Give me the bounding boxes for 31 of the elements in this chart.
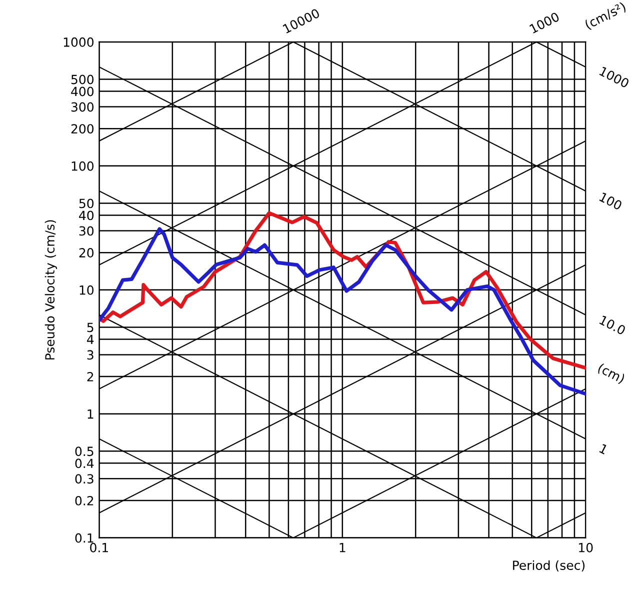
y-tick-label: 1 <box>88 409 94 419</box>
y-tick-label: 100 <box>72 161 94 171</box>
x-tick-label: 10 <box>579 542 593 552</box>
x-tick-label: 1 <box>340 543 346 552</box>
y-tick-label: 4 <box>86 334 94 344</box>
y-tick-label: 0.2 <box>75 496 94 506</box>
y-tick-label: 300 <box>71 102 94 112</box>
y-tick-label: 0.3 <box>75 474 94 484</box>
annotation: 1 <box>599 444 608 454</box>
y-tick-label: 400 <box>71 86 94 96</box>
y-tick-label: 2 <box>87 372 94 382</box>
y-tick-label: 3 <box>87 350 94 360</box>
y-axis-title: Pseudo Velocity (cm/s) <box>44 220 57 360</box>
y-tick-label: 500 <box>71 74 94 84</box>
y-tick-label: 200 <box>71 124 94 134</box>
y-tick-label: 5 <box>87 322 94 332</box>
annotation: 1000 <box>599 66 630 88</box>
annotation: 100 <box>599 192 623 210</box>
y-tick-label: 0.1 <box>75 533 94 543</box>
y-tick-label: 40 <box>79 210 94 220</box>
y-tick-label: 20 <box>79 248 94 258</box>
annotation: 1000 <box>529 12 560 34</box>
y-tick-label: 30 <box>79 226 94 236</box>
x-axis-title: Period (sec) <box>513 560 585 572</box>
y-tick-label: 1000 <box>64 37 94 47</box>
y-tick-label: 50 <box>79 198 94 208</box>
y-tick-label: 0.4 <box>75 458 94 468</box>
text: (cm) <box>596 362 626 385</box>
annotation: 10.0 <box>599 315 626 336</box>
y-tick-label: 10 <box>80 285 94 295</box>
y-tick-label: 0.5 <box>75 446 94 456</box>
